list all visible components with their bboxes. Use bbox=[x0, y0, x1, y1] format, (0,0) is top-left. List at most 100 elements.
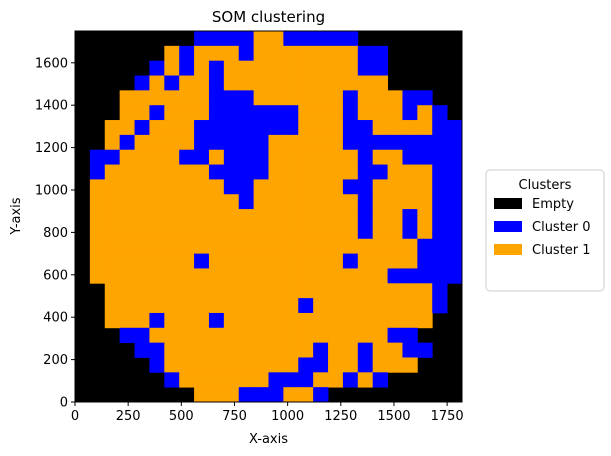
x-tick-label: 0 bbox=[71, 409, 79, 424]
heatmap-cell bbox=[104, 238, 121, 254]
x-tick-label: 750 bbox=[222, 409, 247, 424]
heatmap-cell bbox=[372, 45, 388, 62]
heatmap-cell bbox=[179, 372, 195, 388]
heatmap-cell bbox=[372, 223, 388, 240]
heatmap-cell bbox=[432, 179, 448, 195]
heatmap-cell bbox=[298, 120, 314, 136]
heatmap-cell bbox=[342, 45, 359, 62]
heatmap-cell bbox=[342, 253, 359, 269]
heatmap-cell bbox=[194, 31, 210, 47]
heatmap-cell bbox=[387, 268, 403, 284]
heatmap-cell bbox=[223, 283, 240, 299]
heatmap-cell bbox=[238, 60, 255, 76]
heatmap-cell bbox=[208, 312, 225, 329]
heatmap-cell bbox=[208, 105, 225, 121]
x-axis-ticks: 0 250 500 750 1000 1250 1500 1750 bbox=[71, 402, 464, 424]
heatmap-cell bbox=[223, 45, 240, 62]
heatmap-cell bbox=[164, 90, 180, 106]
heatmap-cell bbox=[223, 238, 240, 254]
heatmap-cell bbox=[149, 283, 165, 299]
heatmap-cell bbox=[417, 105, 433, 121]
heatmap-cell bbox=[402, 223, 418, 240]
heatmap-cell bbox=[238, 253, 255, 269]
heatmap-cell bbox=[342, 327, 359, 344]
heatmap-cell bbox=[328, 179, 344, 195]
heatmap-cell bbox=[253, 327, 269, 344]
plot-area bbox=[74, 30, 463, 403]
chart-title: SOM clustering bbox=[212, 8, 325, 26]
heatmap-cell bbox=[119, 194, 135, 210]
heatmap-cell bbox=[119, 312, 135, 329]
heatmap-cell bbox=[402, 209, 418, 225]
heatmap-cell bbox=[283, 327, 299, 344]
heatmap-cell bbox=[268, 194, 284, 210]
heatmap-cell bbox=[402, 179, 418, 195]
heatmap-cell bbox=[298, 238, 314, 254]
heatmap-cell bbox=[372, 149, 388, 165]
heatmap-cell bbox=[164, 120, 180, 136]
heatmap-cell bbox=[179, 342, 195, 358]
heatmap-cell bbox=[238, 283, 255, 299]
heatmap-cell bbox=[208, 253, 225, 269]
heatmap-cell bbox=[238, 312, 255, 329]
heatmap-cell bbox=[328, 149, 344, 165]
heatmap-cell bbox=[223, 75, 240, 91]
heatmap-cell bbox=[372, 164, 388, 180]
heatmap-cell bbox=[417, 164, 433, 180]
heatmap-cell bbox=[268, 238, 284, 254]
heatmap-cell bbox=[313, 298, 329, 314]
heatmap-cell bbox=[313, 179, 329, 195]
heatmap-cell bbox=[342, 223, 359, 240]
heatmap-cell bbox=[372, 209, 388, 225]
heatmap-cell bbox=[253, 223, 269, 240]
heatmap-cell bbox=[149, 342, 165, 358]
heatmap-cell bbox=[283, 75, 299, 91]
heatmap-cell bbox=[283, 238, 299, 254]
heatmap-cell bbox=[328, 31, 344, 47]
y-tick-label: 200 bbox=[43, 353, 68, 368]
heatmap-cell bbox=[387, 179, 403, 195]
heatmap-cell bbox=[298, 149, 314, 165]
heatmap-cell bbox=[387, 298, 403, 314]
heatmap-cell bbox=[372, 312, 388, 329]
heatmap-cell bbox=[253, 31, 269, 47]
heatmap-cell bbox=[119, 209, 135, 225]
heatmap-cell bbox=[223, 327, 240, 344]
heatmap-cell bbox=[179, 298, 195, 314]
heatmap-cell bbox=[298, 194, 314, 210]
heatmap-cell bbox=[238, 149, 255, 165]
heatmap-cell bbox=[194, 75, 210, 91]
heatmap-cell bbox=[342, 164, 359, 180]
heatmap-cell bbox=[402, 105, 418, 121]
heatmap-cell bbox=[357, 312, 374, 329]
heatmap-cell bbox=[164, 283, 180, 299]
heatmap-cell bbox=[283, 312, 299, 329]
heatmap-cell bbox=[253, 120, 269, 136]
heatmap-cell bbox=[238, 342, 255, 358]
heatmap-cell bbox=[119, 179, 135, 195]
heatmap-cell bbox=[223, 194, 240, 210]
heatmap-cell bbox=[119, 298, 135, 314]
heatmap-cell bbox=[194, 253, 210, 269]
heatmap-cell bbox=[149, 105, 165, 121]
heatmap-cell bbox=[134, 134, 150, 151]
heatmap-cell bbox=[447, 238, 463, 254]
heatmap-cell bbox=[253, 268, 269, 284]
heatmap-cell bbox=[208, 327, 225, 344]
heatmap-cell bbox=[179, 120, 195, 136]
heatmap-cell bbox=[313, 45, 329, 62]
heatmap-cell bbox=[313, 90, 329, 106]
heatmap-cell bbox=[104, 253, 121, 269]
heatmap-cell bbox=[417, 179, 433, 195]
heatmap-cell bbox=[402, 312, 418, 329]
heatmap-cell bbox=[268, 31, 284, 47]
heatmap-cell bbox=[164, 149, 180, 165]
x-tick-label: 1500 bbox=[377, 409, 410, 424]
heatmap-cell bbox=[208, 134, 225, 151]
plot-frame bbox=[74, 30, 463, 403]
heatmap-cell bbox=[179, 164, 195, 180]
heatmap-cell bbox=[208, 209, 225, 225]
heatmap-cell bbox=[238, 209, 255, 225]
heatmap-cell bbox=[372, 120, 388, 136]
heatmap-cell bbox=[104, 120, 121, 136]
